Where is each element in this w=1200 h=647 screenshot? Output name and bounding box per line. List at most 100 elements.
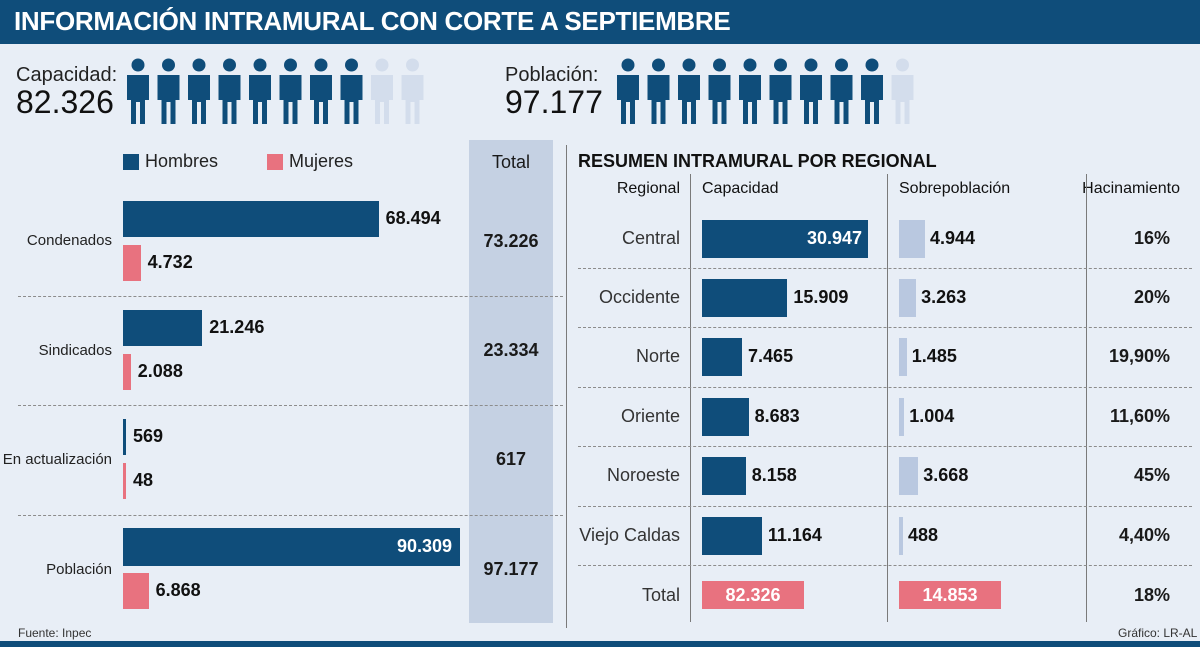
sobrepoblacion-bar <box>899 457 919 495</box>
person-icon <box>617 58 639 124</box>
header-hacinamiento: Hacinamiento <box>1082 180 1180 197</box>
value-mujeres-condenados: 4.732 <box>147 252 193 272</box>
person-icon <box>157 58 180 124</box>
row-label-poblacion: Población <box>46 561 112 578</box>
total-condenados: 73.226 <box>483 231 539 251</box>
row-label-sindicados: Sindicados <box>38 342 112 359</box>
person-icon <box>861 58 883 124</box>
capacidad-label: Capacidad: <box>16 64 118 86</box>
row-label-condenados: Condenados <box>26 232 112 249</box>
sobrepoblacion-value: 488 <box>908 525 939 545</box>
person-icon <box>249 58 271 124</box>
total-en-actualizacion: 617 <box>495 449 527 469</box>
regional-name: Norte <box>635 346 680 366</box>
legend-hombres-label: Hombres <box>145 151 219 171</box>
row-divider <box>18 296 563 297</box>
total-sobrepoblacion-box <box>899 581 1001 609</box>
sobrepoblacion-bar <box>899 398 905 436</box>
value-hombres-en-actualizacion: 569 <box>133 426 164 446</box>
sobrepoblacion-bar <box>899 220 925 258</box>
table-row-divider <box>578 565 1192 566</box>
legend-mujeres-swatch <box>267 154 283 170</box>
person-icon <box>830 58 853 124</box>
capacidad-value: 7.465 <box>748 346 794 366</box>
person-icon <box>310 58 332 124</box>
poblacion-people-icons <box>617 58 914 124</box>
person-icon <box>279 58 302 124</box>
total-sindicados: 23.334 <box>483 340 539 360</box>
regional-name: Occidente <box>598 287 680 307</box>
bar-mujeres-condenados <box>123 245 141 281</box>
capacidad-value: 15.909 <box>793 287 849 307</box>
person-icon <box>800 58 822 124</box>
capacidad-people-icons <box>127 58 424 124</box>
capacidad-value: 11.164 <box>767 525 822 545</box>
sobrepoblacion-value: 1.485 <box>911 346 957 366</box>
header-sobrepoblacion: Sobrepoblación <box>899 180 1011 197</box>
bar-mujeres-poblacion <box>123 573 149 609</box>
regional-name: Oriente <box>620 406 680 426</box>
sobrepoblacion-bar <box>899 517 903 555</box>
sobrepoblacion-bar <box>899 338 907 376</box>
legend-hombres-swatch <box>123 154 139 170</box>
total-poblacion: 97.177 <box>483 559 539 579</box>
person-icon <box>340 58 363 124</box>
hacinamiento-value: 16% <box>1133 228 1170 248</box>
table-row-divider <box>578 387 1192 388</box>
row-divider <box>18 405 563 406</box>
value-mujeres-en-actualizacion: 48 <box>133 470 154 490</box>
person-icon <box>218 58 241 124</box>
column-divider <box>690 174 691 622</box>
capacidad-bar <box>702 457 746 495</box>
person-icon <box>188 58 210 124</box>
value-mujeres-poblacion: 6.868 <box>155 580 201 600</box>
row-divider <box>18 515 563 516</box>
person-icon <box>708 58 731 124</box>
value-hombres-condenados: 68.494 <box>385 208 441 228</box>
capacidad-value: 30.947 <box>806 228 862 248</box>
column-divider <box>887 174 888 622</box>
person-icon <box>371 58 393 124</box>
header-regional: Regional <box>616 180 680 197</box>
section-divider <box>566 145 567 628</box>
hacinamiento-value: 45% <box>1133 465 1170 485</box>
credit-note: Gráfico: LR-AL <box>1118 626 1198 640</box>
sobrepoblacion-bar <box>899 279 917 317</box>
bar-mujeres-sindicados <box>123 354 131 390</box>
sobrepoblacion-value: 3.668 <box>923 465 969 485</box>
title-banner: INFORMACIÓN INTRAMURAL CON CORTE A SEPTI… <box>0 0 1200 44</box>
total-header: Total <box>491 152 531 172</box>
source-note: Fuente: Inpec <box>18 626 92 640</box>
legend-mujeres-label: Mujeres <box>289 151 354 171</box>
value-mujeres-sindicados: 2.088 <box>137 361 183 381</box>
regional-name: Viejo Caldas <box>579 525 680 545</box>
hacinamiento-value: 4,40% <box>1118 525 1170 545</box>
capacidad-bar <box>702 398 749 436</box>
capacidad-value: 82.326 <box>16 84 114 120</box>
total-sobrepoblacion-value: 14.853 <box>922 585 978 605</box>
total-capacidad-value: 82.326 <box>725 585 781 605</box>
page-title: INFORMACIÓN INTRAMURAL CON CORTE A SEPTI… <box>14 6 731 36</box>
bar-hombres-condenados <box>123 201 379 237</box>
value-hombres-poblacion: 90.309 <box>396 536 452 556</box>
bar-hombres-en-actualizacion <box>123 419 126 455</box>
value-hombres-sindicados: 21.246 <box>209 317 265 337</box>
person-icon <box>647 58 670 124</box>
bottom-bar <box>0 641 1200 647</box>
regional-table-title: RESUMEN INTRAMURAL POR REGIONAL <box>578 151 937 171</box>
regional-name: Central <box>621 228 680 248</box>
capacidad-bar <box>702 279 788 317</box>
hacinamiento-value: 19,90% <box>1108 346 1170 366</box>
table-row-divider <box>578 446 1192 447</box>
bar-hombres-poblacion <box>123 528 460 566</box>
hacinamiento-value: 11,60% <box>1109 406 1170 426</box>
total-row-label: Total <box>641 585 680 605</box>
capacidad-value: 8.158 <box>751 465 797 485</box>
capacidad-value: 8.683 <box>754 406 800 426</box>
sobrepoblacion-value: 1.004 <box>909 406 955 426</box>
person-icon <box>401 58 424 124</box>
column-divider <box>1086 174 1087 622</box>
hacinamiento-value: 20% <box>1133 287 1170 307</box>
regional-name: Noroeste <box>606 465 680 485</box>
bar-mujeres-en-actualizacion <box>123 463 126 499</box>
